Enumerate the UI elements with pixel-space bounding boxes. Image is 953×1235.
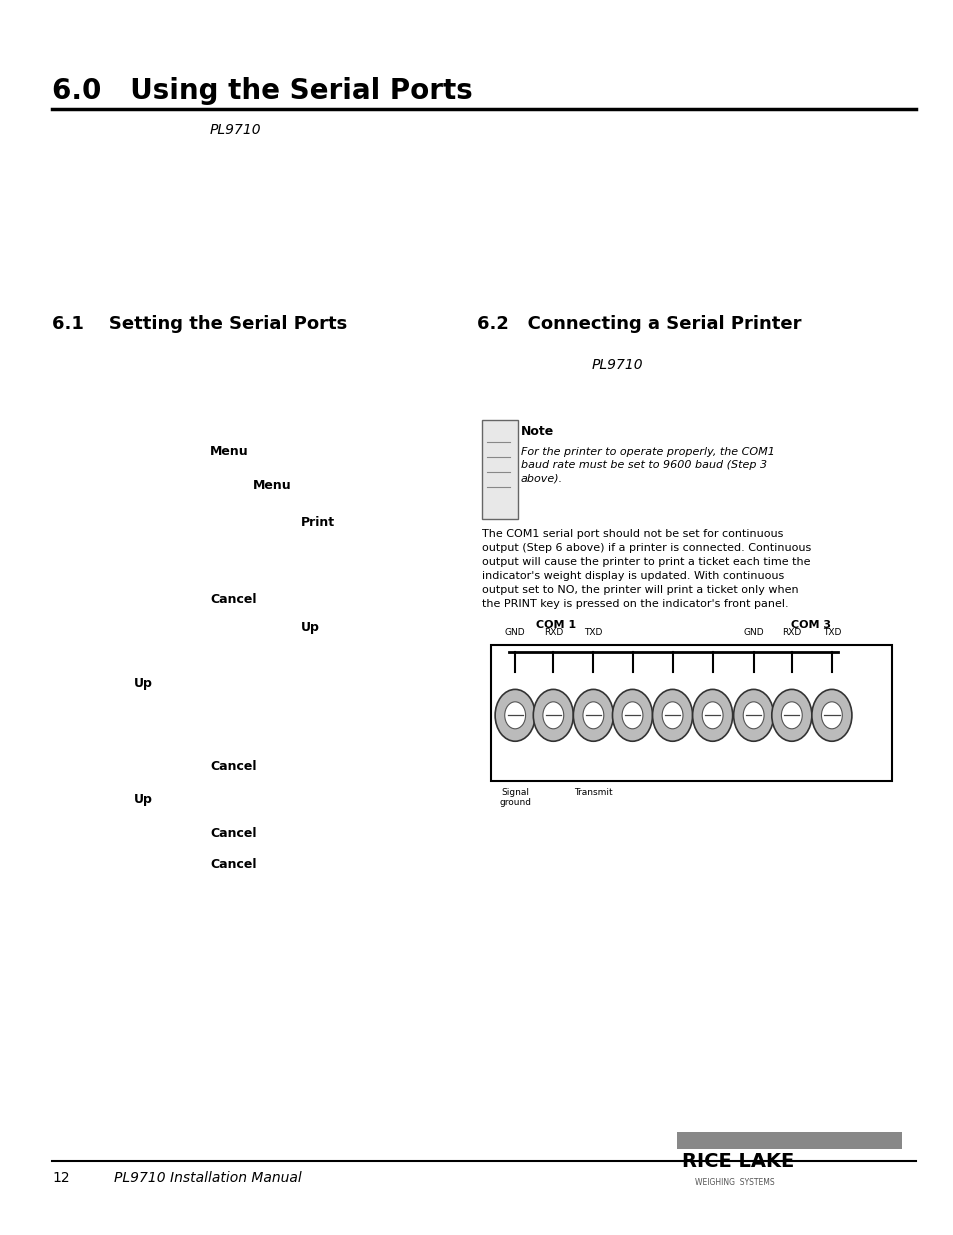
Text: Transmit: Transmit	[574, 788, 612, 797]
Circle shape	[533, 689, 573, 741]
Circle shape	[582, 701, 603, 729]
Bar	[677, 1132, 901, 1149]
Text: RICE LAKE: RICE LAKE	[681, 1152, 794, 1171]
Bar	[481, 420, 517, 519]
Text: COM 1: COM 1	[536, 620, 576, 630]
Text: The COM1 serial port should not be set for continuous
output (Step 6 above) if a: The COM1 serial port should not be set f…	[481, 529, 810, 609]
Text: Up: Up	[133, 793, 152, 806]
Circle shape	[621, 701, 642, 729]
Text: Cancel: Cancel	[210, 827, 256, 841]
Text: RXD: RXD	[543, 629, 562, 637]
Text: GND: GND	[504, 629, 525, 637]
Text: 12: 12	[52, 1171, 70, 1184]
Text: GND: GND	[742, 629, 763, 637]
Text: Up: Up	[133, 677, 152, 690]
Text: For the printer to operate properly, the COM1
baud rate must be set to 9600 baud: For the printer to operate properly, the…	[520, 447, 774, 483]
Circle shape	[504, 701, 525, 729]
Text: TXD: TXD	[583, 629, 602, 637]
Circle shape	[771, 689, 811, 741]
Text: Note: Note	[520, 425, 554, 438]
Text: 6.1    Setting the Serial Ports: 6.1 Setting the Serial Ports	[52, 315, 347, 333]
Circle shape	[742, 701, 763, 729]
Circle shape	[661, 701, 682, 729]
Text: RXD: RXD	[781, 629, 801, 637]
Circle shape	[692, 689, 732, 741]
Text: PL9710: PL9710	[210, 124, 261, 137]
Text: 6.0   Using the Serial Ports: 6.0 Using the Serial Ports	[52, 77, 473, 105]
Text: PL9710: PL9710	[591, 358, 642, 372]
Text: PL9710 Installation Manual: PL9710 Installation Manual	[114, 1171, 302, 1184]
Text: Signal
ground: Signal ground	[498, 788, 531, 808]
Text: Cancel: Cancel	[210, 858, 256, 872]
Circle shape	[495, 689, 535, 741]
Circle shape	[612, 689, 652, 741]
Text: 6.2   Connecting a Serial Printer: 6.2 Connecting a Serial Printer	[476, 315, 801, 333]
Text: Up: Up	[300, 621, 319, 635]
Circle shape	[733, 689, 773, 741]
Text: WEIGHING  SYSTEMS: WEIGHING SYSTEMS	[694, 1178, 773, 1187]
Text: Menu: Menu	[210, 445, 248, 458]
Circle shape	[652, 689, 692, 741]
Text: Menu: Menu	[253, 479, 291, 493]
Circle shape	[542, 701, 563, 729]
Circle shape	[811, 689, 851, 741]
Circle shape	[573, 689, 613, 741]
Text: Cancel: Cancel	[210, 593, 256, 606]
Text: COM 3: COM 3	[790, 620, 830, 630]
Circle shape	[701, 701, 722, 729]
Text: TXD: TXD	[821, 629, 841, 637]
Text: Cancel: Cancel	[210, 760, 256, 773]
Text: Print: Print	[300, 516, 335, 530]
Circle shape	[821, 701, 841, 729]
Circle shape	[781, 701, 801, 729]
Bar	[491, 645, 891, 781]
